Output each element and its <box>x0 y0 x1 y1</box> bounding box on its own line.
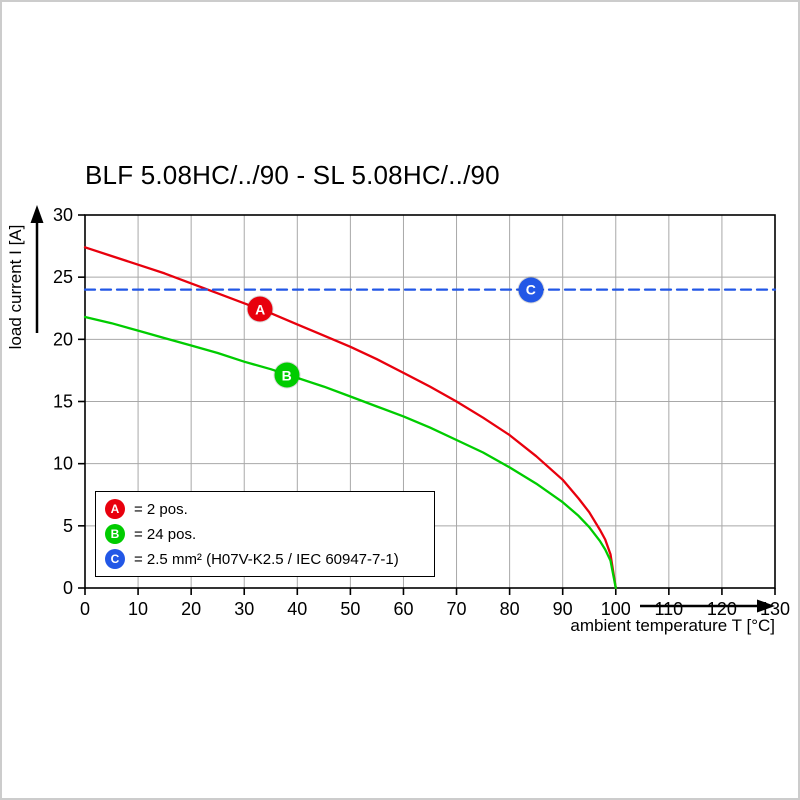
curve-marker-a-letter: A <box>255 301 266 318</box>
svg-text:0: 0 <box>80 599 90 619</box>
svg-text:15: 15 <box>53 392 73 412</box>
legend-item-b: B = 24 pos. <box>96 524 434 544</box>
svg-text:0: 0 <box>63 578 73 598</box>
curve-marker-a: A <box>247 296 273 322</box>
legend-dot-c-icon: C <box>105 549 125 569</box>
svg-text:10: 10 <box>128 599 148 619</box>
svg-text:20: 20 <box>181 599 201 619</box>
page-title: BLF 5.08HC/../90 - SL 5.08HC/../90 <box>85 160 500 190</box>
legend-item-a: A = 2 pos. <box>96 499 434 519</box>
curve-marker-b-letter: B <box>281 367 292 384</box>
svg-text:100: 100 <box>601 599 631 619</box>
legend-label-a: = 2 pos. <box>134 500 188 518</box>
y-axis-title: load current I [A] <box>6 224 25 350</box>
svg-text:10: 10 <box>53 454 73 474</box>
curve-marker-c-letter: C <box>525 281 536 298</box>
legend-dot-b-icon: B <box>105 524 125 544</box>
svg-text:30: 30 <box>234 599 254 619</box>
legend-box: A = 2 pos. B = 24 pos. C = 2.5 mm² (H07V… <box>95 491 435 577</box>
svg-text:30: 30 <box>53 205 73 225</box>
svg-text:50: 50 <box>340 599 360 619</box>
svg-text:40: 40 <box>287 599 307 619</box>
svg-text:120: 120 <box>707 599 737 619</box>
svg-text:80: 80 <box>500 599 520 619</box>
curve-marker-c: C <box>518 277 544 303</box>
legend-item-c: C = 2.5 mm² (H07V-K2.5 / IEC 60947-7-1) <box>96 549 434 569</box>
legend-label-c: = 2.5 mm² (H07V-K2.5 / IEC 60947-7-1) <box>134 550 399 568</box>
svg-text:5: 5 <box>63 516 73 536</box>
svg-text:25: 25 <box>53 267 73 287</box>
legend-dot-a-icon: A <box>105 499 125 519</box>
svg-text:20: 20 <box>53 329 73 349</box>
svg-text:90: 90 <box>553 599 573 619</box>
x-axis-title: ambient temperature T [°C] <box>570 616 775 635</box>
svg-text:60: 60 <box>393 599 413 619</box>
svg-text:110: 110 <box>654 599 683 619</box>
curve-marker-b: B <box>274 362 300 388</box>
legend-label-b: = 24 pos. <box>134 525 197 543</box>
svg-text:70: 70 <box>447 599 467 619</box>
